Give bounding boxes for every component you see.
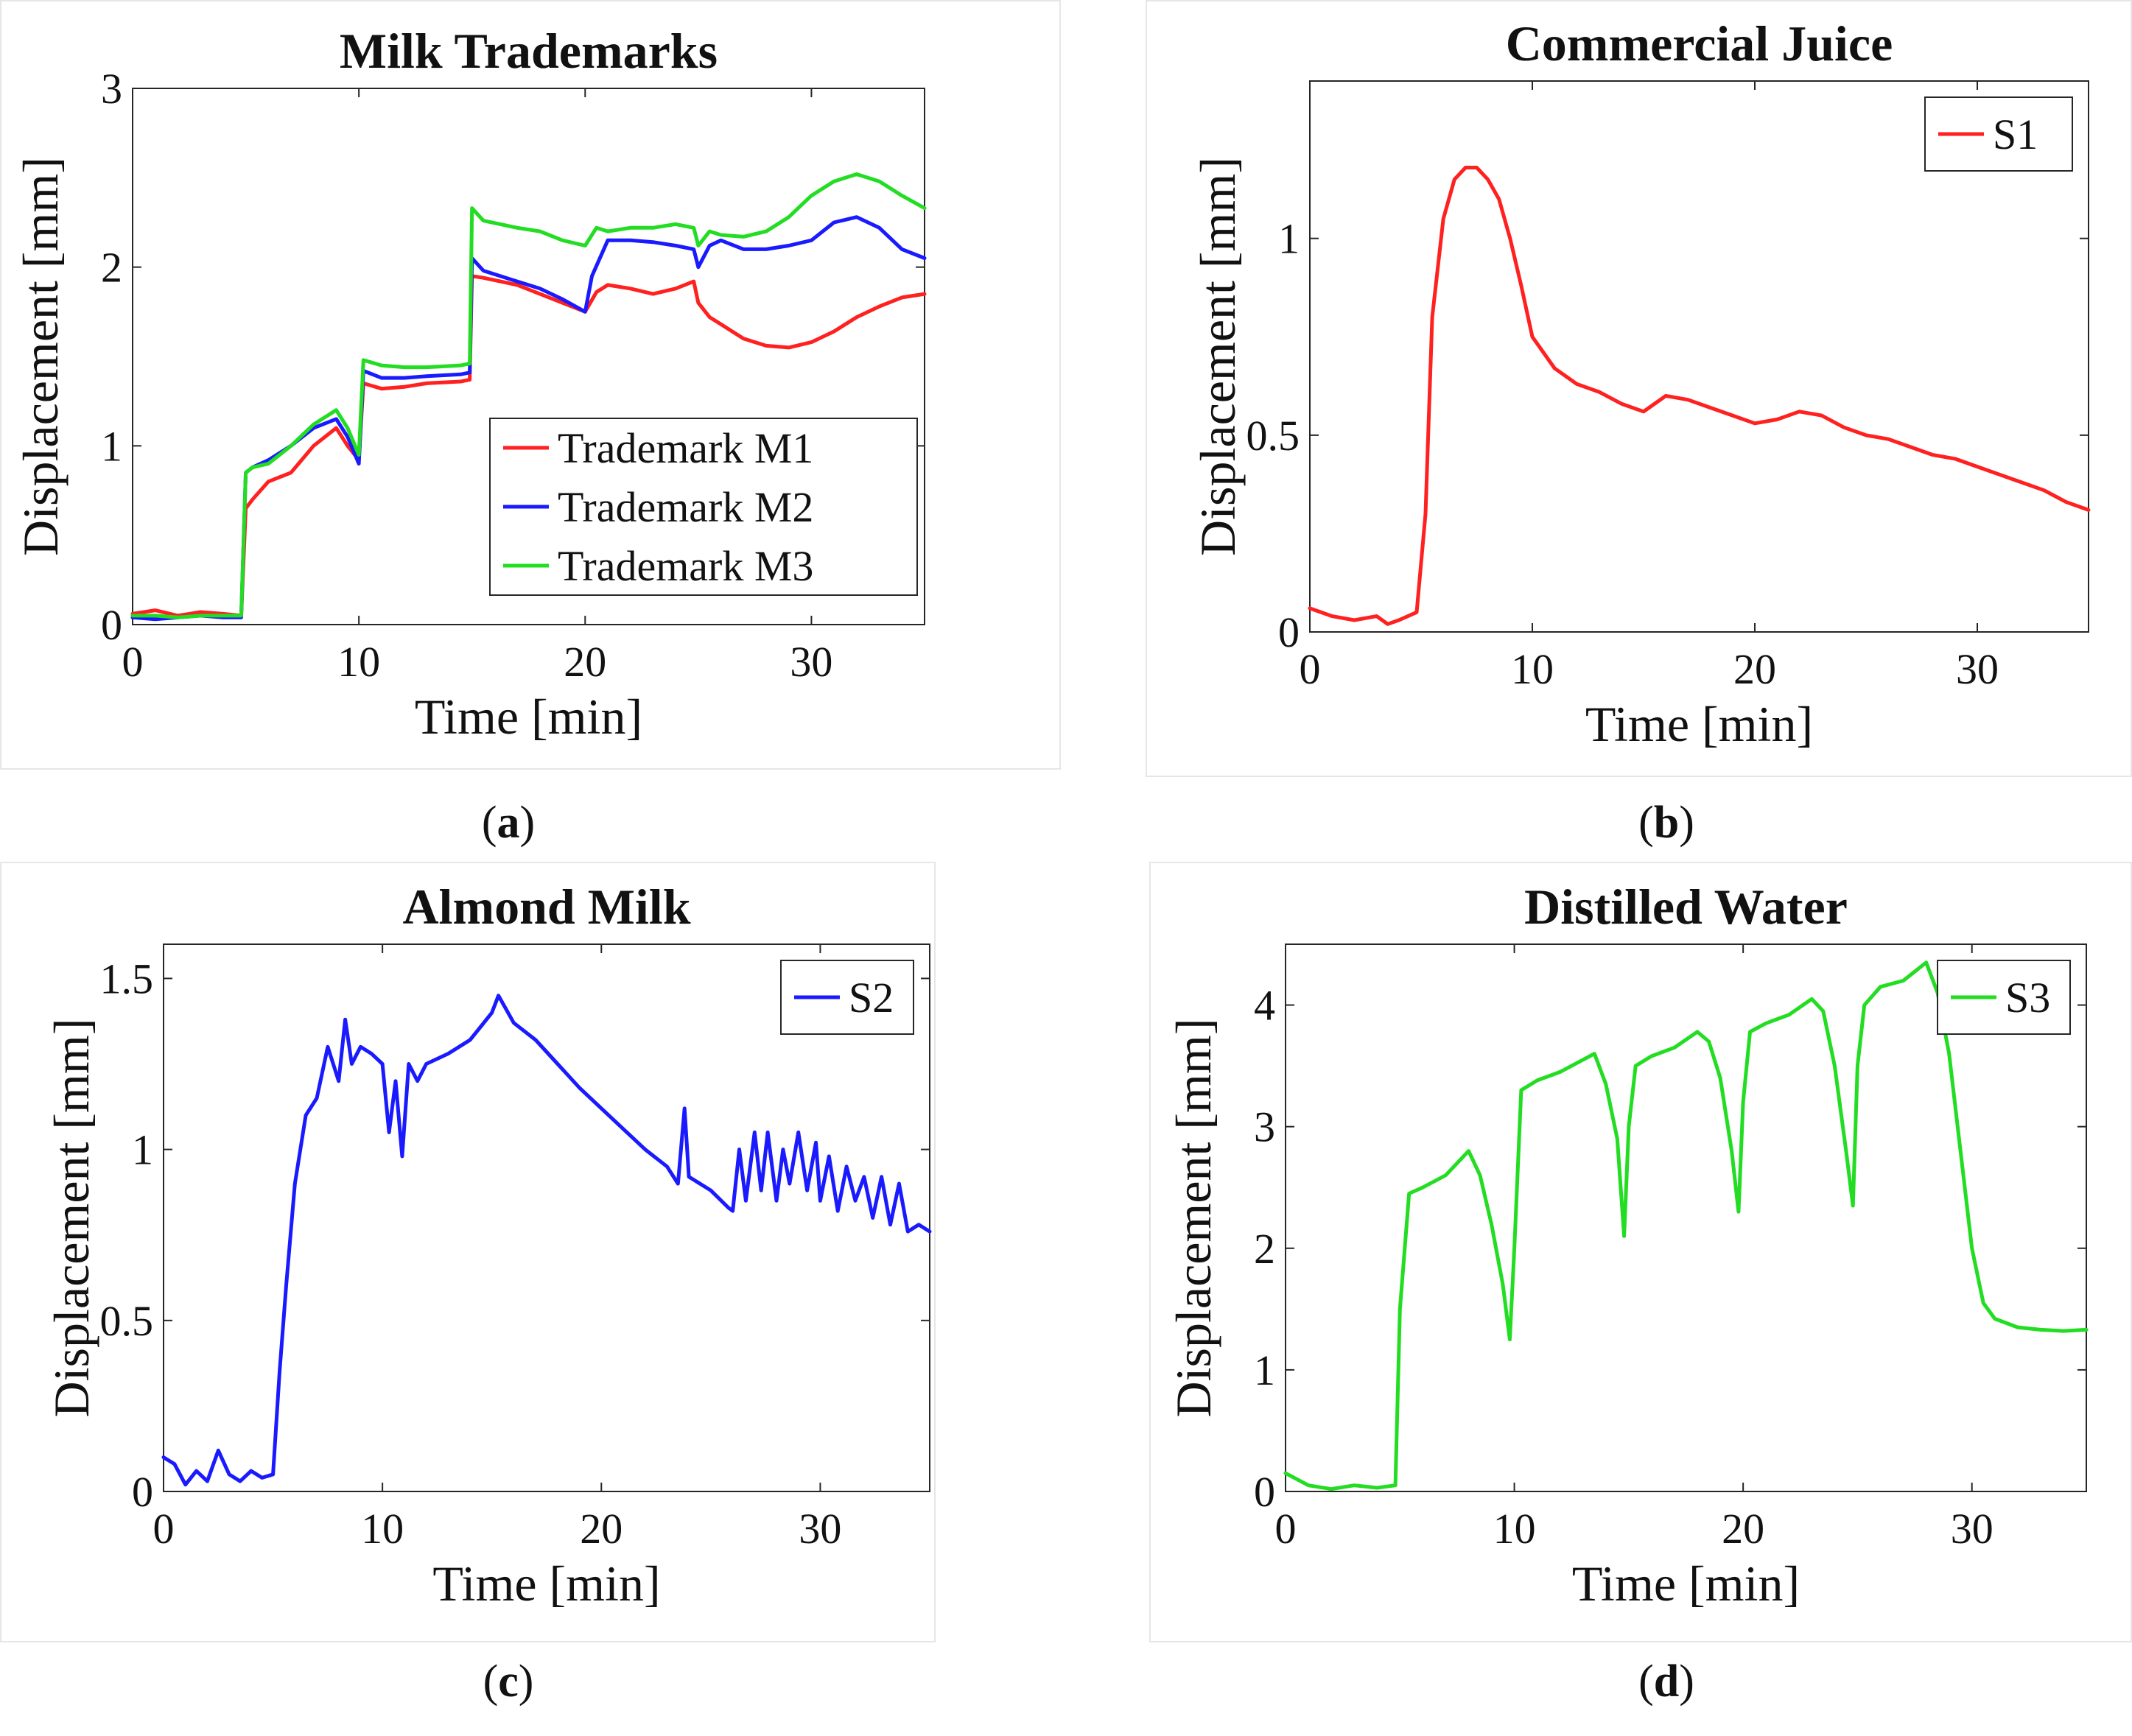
series-line-trademark-m3 — [130, 172, 927, 619]
series-line-trademark-m1 — [130, 274, 927, 618]
y-tick-label: 3 — [1254, 1103, 1275, 1151]
y-tick-label: 0 — [1278, 608, 1300, 656]
caption-a: (a) — [481, 798, 536, 848]
chart-panel-3: 0 10 20 30 0 1 2 3 4 Distilled Water Time [min] Dis… — [1149, 862, 2132, 1642]
x-tick-label: 10 — [1493, 1505, 1536, 1553]
x-tick-label: 0 — [1300, 645, 1321, 693]
x-tick-label: 0 — [122, 638, 144, 686]
y-tick-label: 1 — [1254, 1346, 1275, 1394]
y-axis-label: Displacement [mm] — [1190, 157, 1246, 556]
x-tick-label: 30 — [799, 1505, 841, 1553]
y-axis-label: Displacement [mm] — [13, 157, 69, 556]
axes-box — [1309, 80, 2089, 633]
chart-panel-0: 0 10 20 30 0 1 2 3 Milk Trademarks Time [min] Disp… — [0, 0, 1061, 770]
x-axis-label: Time [min] — [1585, 696, 1813, 752]
legend: S3 — [1937, 960, 2071, 1035]
y-tick-label: 1 — [132, 1126, 153, 1174]
y-tick-label: 1 — [1278, 215, 1300, 263]
legend-label: S2 — [849, 974, 894, 1022]
x-axis-label: Time [min] — [1572, 1556, 1800, 1612]
x-tick-label: 0 — [153, 1505, 175, 1553]
x-tick-label: 20 — [1733, 645, 1776, 693]
y-tick-label: 1 — [101, 422, 122, 470]
x-tick-label: 20 — [580, 1505, 623, 1553]
legend: S2 — [780, 960, 914, 1035]
legend: S1 — [1924, 96, 2073, 172]
x-axis-label: Time [min] — [415, 689, 642, 745]
chart-title: Almond Milk — [402, 879, 690, 935]
chart-title: Distilled Water — [1524, 879, 1848, 935]
caption-d: (d) — [1638, 1656, 1694, 1707]
y-tick-label: 0.5 — [100, 1297, 154, 1345]
axes-box — [1285, 943, 2087, 1492]
y-tick-label: 0 — [101, 601, 122, 649]
legend-label: S1 — [1993, 110, 2038, 158]
legend-label: S3 — [2005, 974, 2050, 1022]
chart-title: Milk Trademarks — [340, 23, 718, 79]
x-tick-label: 20 — [564, 638, 606, 686]
caption-b: (b) — [1638, 798, 1694, 848]
series-line-s2 — [161, 994, 932, 1487]
y-tick-label: 1.5 — [100, 955, 154, 1002]
legend: Trademark M1 Trademark M2 Trademark M3 — [489, 418, 918, 596]
x-tick-label: 30 — [1951, 1505, 1994, 1553]
series-line-s3 — [1283, 960, 2089, 1491]
y-tick-label: 0 — [132, 1468, 153, 1516]
series-line-s1 — [1308, 166, 2091, 626]
legend-label: Trademark M1 — [558, 424, 813, 472]
x-tick-label: 30 — [1956, 645, 1999, 693]
y-axis-label: Displacement [mm] — [43, 1019, 99, 1418]
chart-panel-2: 0 10 20 30 0 0.5 1 1.5 Almond Milk Time [min] Disp… — [0, 862, 936, 1642]
x-tick-label: 20 — [1722, 1505, 1764, 1553]
y-tick-label: 0 — [1254, 1468, 1275, 1516]
caption-c: (c) — [483, 1656, 534, 1707]
chart-panel-1: 0 10 20 30 0 0.5 1 Commercial Juice Time [min] Di… — [1146, 0, 2132, 777]
x-tick-label: 10 — [337, 638, 380, 686]
x-tick-label: 10 — [1511, 645, 1554, 693]
y-tick-label: 4 — [1254, 982, 1275, 1030]
y-tick-label: 2 — [1254, 1225, 1275, 1273]
x-axis-label: Time [min] — [432, 1556, 660, 1612]
y-tick-label: 0.5 — [1246, 412, 1300, 460]
y-axis-label: Displacement [mm] — [1165, 1019, 1221, 1418]
legend-label: Trademark M3 — [558, 542, 813, 590]
x-tick-label: 30 — [790, 638, 832, 686]
y-tick-label: 2 — [101, 244, 122, 292]
legend-label: Trademark M2 — [558, 483, 813, 531]
x-tick-label: 0 — [1275, 1505, 1297, 1553]
y-tick-label: 3 — [101, 65, 122, 113]
x-tick-label: 10 — [361, 1505, 404, 1553]
chart-title: Commercial Juice — [1506, 15, 1893, 71]
legend-box — [489, 418, 918, 596]
